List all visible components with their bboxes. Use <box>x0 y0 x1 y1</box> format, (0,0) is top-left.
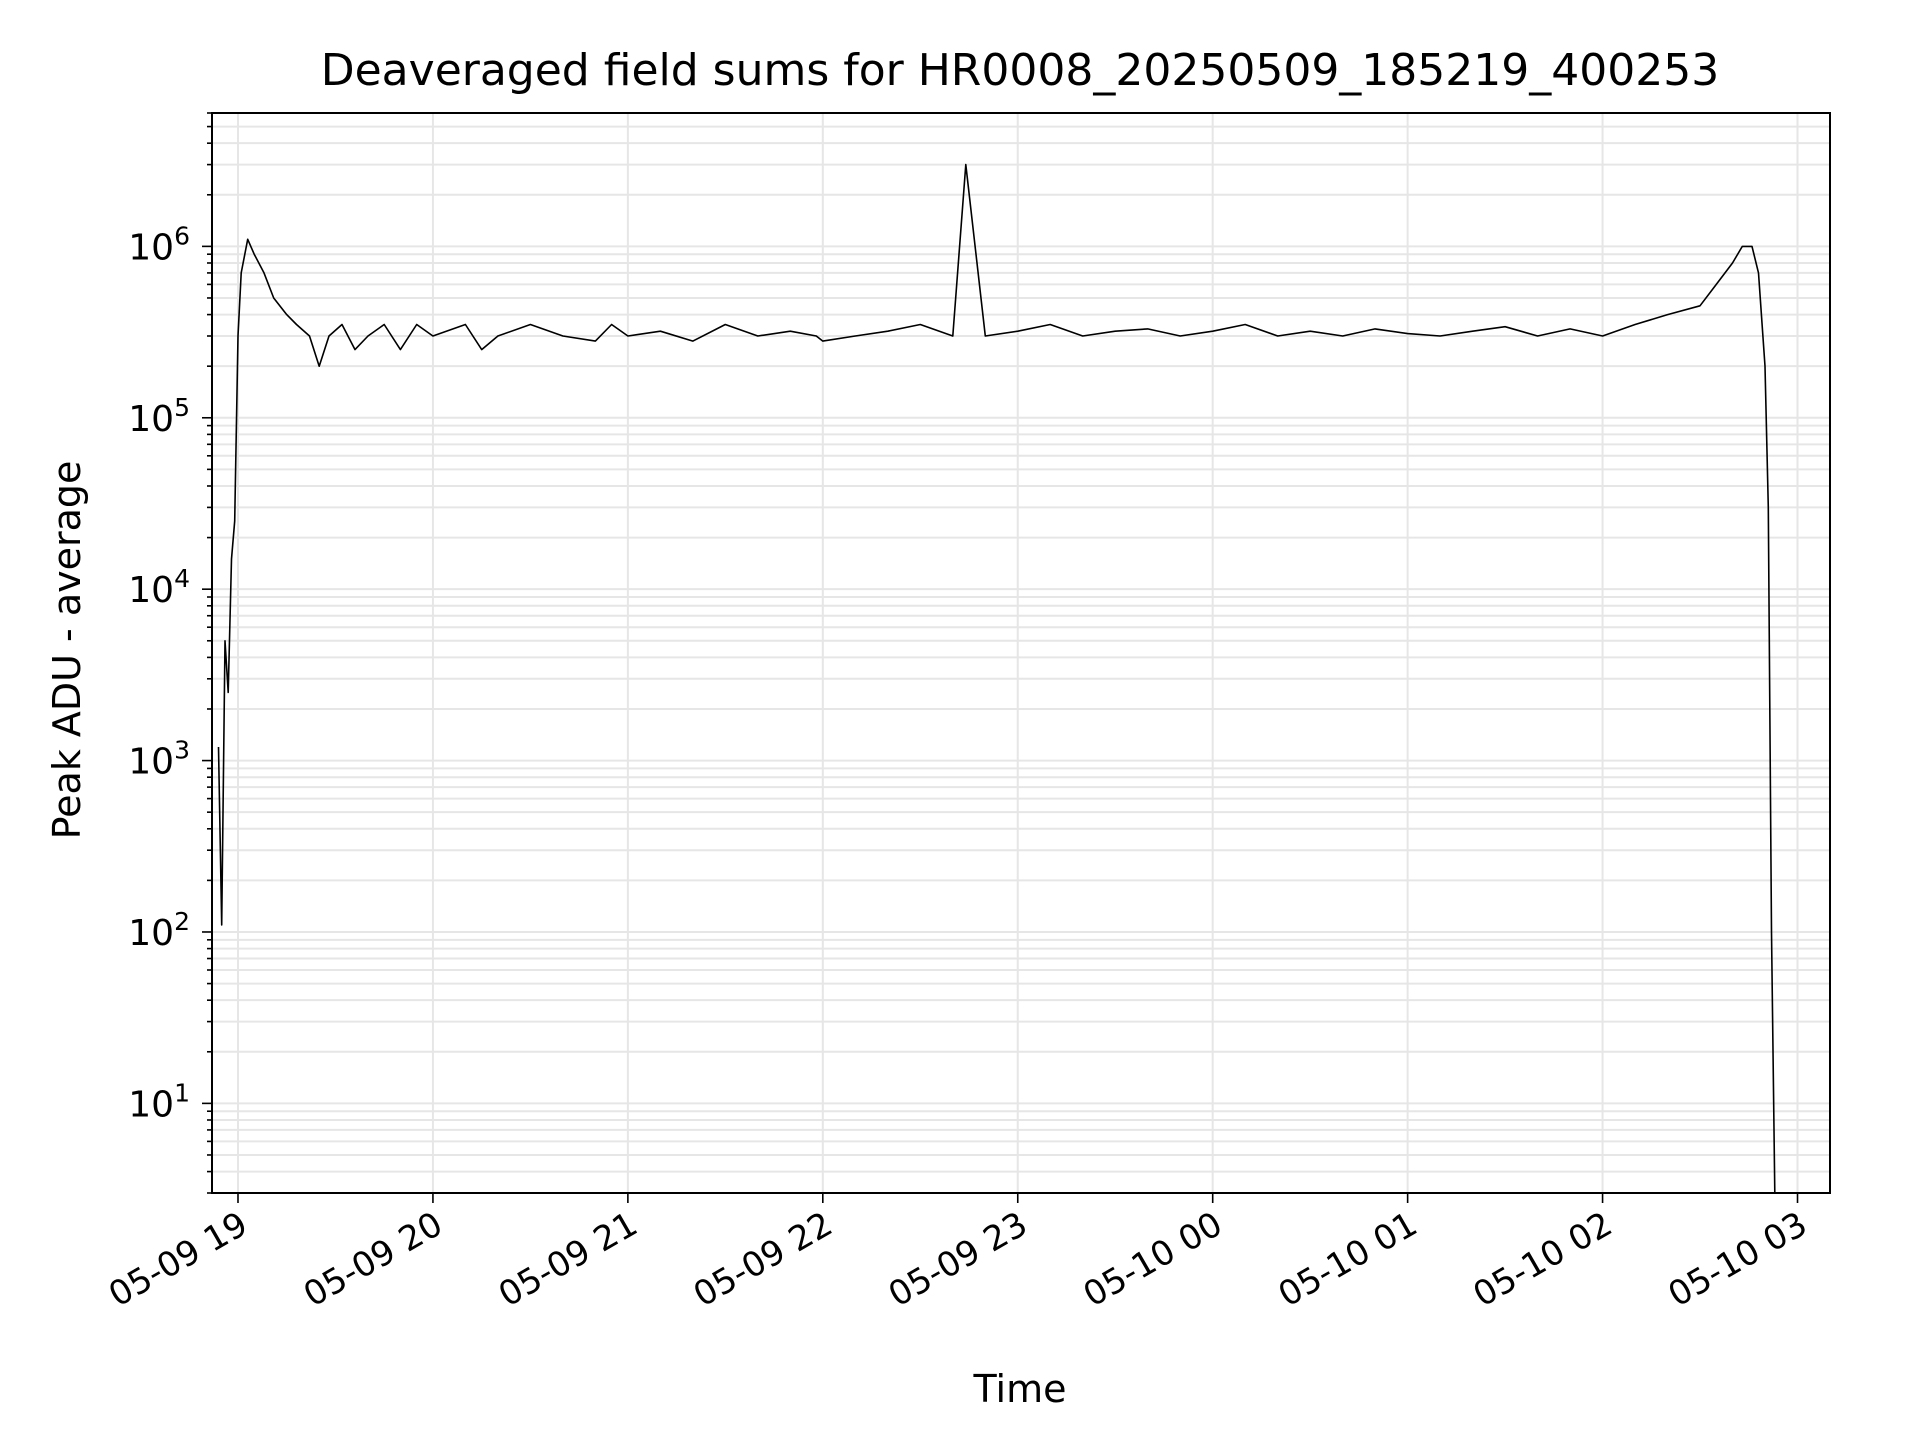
y-tick-label: 104 <box>128 564 190 611</box>
y-axis-label: Peak ADU - average <box>45 461 89 840</box>
y-tick-label: 102 <box>128 907 190 954</box>
y-tick-label: 103 <box>128 736 190 783</box>
y-tick-label: 101 <box>128 1078 190 1125</box>
y-tick-label: 105 <box>128 393 190 440</box>
series-line <box>217 163 1776 1194</box>
chart-title: Deaveraged field sums for HR0008_2025050… <box>321 45 1720 96</box>
data-series <box>217 163 1776 1194</box>
plot-frame <box>211 112 1831 1194</box>
x-axis-label: Time <box>973 1367 1067 1411</box>
y-tick-label: 106 <box>128 221 190 268</box>
grid <box>212 112 1830 1194</box>
